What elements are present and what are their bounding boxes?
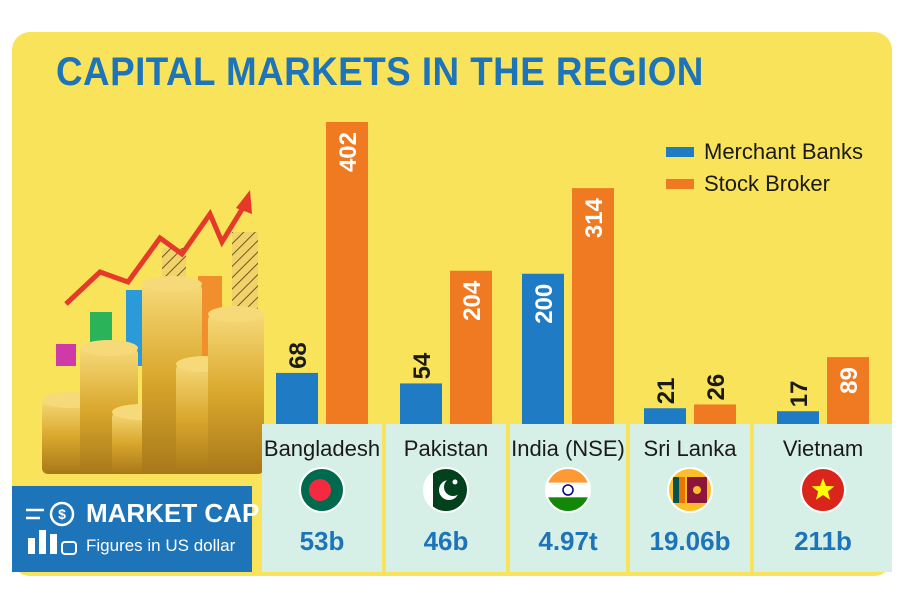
- legend: Merchant Banks Stock Broker: [666, 136, 863, 200]
- vietnam-flag-icon: [800, 467, 846, 513]
- bar-label-merchant-banks-pakistan: 54: [409, 352, 436, 379]
- market-cap-value-bangladesh: 53b: [300, 526, 345, 556]
- bar-stock-broker-sri-lanka: [694, 404, 736, 424]
- market-cap-value-india-nse: 4.97t: [538, 526, 598, 556]
- bangladesh-flag-icon: [299, 467, 345, 513]
- chart-title: CAPITAL MARKETS IN THE REGION: [56, 50, 704, 94]
- bar-stock-broker-pakistan: [450, 270, 492, 424]
- bar-merchant-banks-vietnam: [777, 411, 819, 424]
- bar-label-stock-broker-bangladesh: 402: [335, 132, 362, 172]
- legend-label-merchant-banks: Merchant Banks: [704, 139, 863, 164]
- market-cap-value-pakistan: 46b: [424, 526, 469, 556]
- bar-merchant-banks-bangladesh: [276, 372, 318, 424]
- country-name-india-nse: India (NSE): [511, 436, 625, 461]
- bar-label-merchant-banks-sri-lanka: 21: [653, 378, 680, 405]
- bar-stock-broker-india-nse: [572, 188, 614, 424]
- legend-swatch-stock-broker: [666, 179, 694, 189]
- legend-label-stock-broker: Stock Broker: [704, 171, 830, 196]
- bar-label-merchant-banks-bangladesh: 68: [285, 342, 312, 369]
- finance-icon: $: [26, 501, 77, 555]
- market-cap-value-vietnam: 211b: [794, 526, 852, 556]
- bar-label-stock-broker-pakistan: 204: [459, 280, 486, 321]
- market-cap-title: MARKET CAP: [86, 498, 260, 528]
- bar-label-merchant-banks-india-nse: 200: [531, 284, 558, 324]
- legend-swatch-merchant-banks: [666, 147, 694, 157]
- market-cap-value-sri-lanka: 19.06b: [650, 526, 731, 556]
- bar-merchant-banks-sri-lanka: [644, 408, 686, 424]
- bar-label-merchant-banks-vietnam: 17: [786, 381, 813, 408]
- country-name-pakistan: Pakistan: [404, 436, 488, 461]
- bar-label-stock-broker-sri-lanka: 26: [703, 374, 730, 401]
- india-flag-icon: [545, 467, 591, 513]
- coins-growth-illustration: [42, 190, 264, 474]
- country-name-sri-lanka: Sri Lanka: [644, 436, 738, 461]
- bar-merchant-banks-india-nse: [522, 273, 564, 424]
- coin-stacks: [42, 276, 264, 474]
- sri-lanka-flag-icon: [667, 467, 713, 513]
- pakistan-flag-icon: [423, 467, 469, 513]
- bar-stock-broker-bangladesh: [326, 122, 368, 424]
- bar-stock-broker-vietnam: [827, 357, 869, 424]
- country-name-bangladesh: Bangladesh: [264, 436, 380, 461]
- legend-item-stock-broker: Stock Broker: [666, 168, 863, 200]
- legend-item-merchant-banks: Merchant Banks: [666, 136, 863, 168]
- bar-label-stock-broker-vietnam: 89: [836, 367, 863, 394]
- market-cap-box: $ MARKET CAP Figures in US dollar: [12, 486, 259, 572]
- bar-label-stock-broker-india-nse: 314: [581, 197, 608, 238]
- svg-text:$: $: [58, 506, 66, 522]
- market-cap-subtitle: Figures in US dollar: [86, 536, 236, 555]
- bar-merchant-banks-pakistan: [400, 383, 442, 424]
- country-name-vietnam: Vietnam: [783, 436, 863, 461]
